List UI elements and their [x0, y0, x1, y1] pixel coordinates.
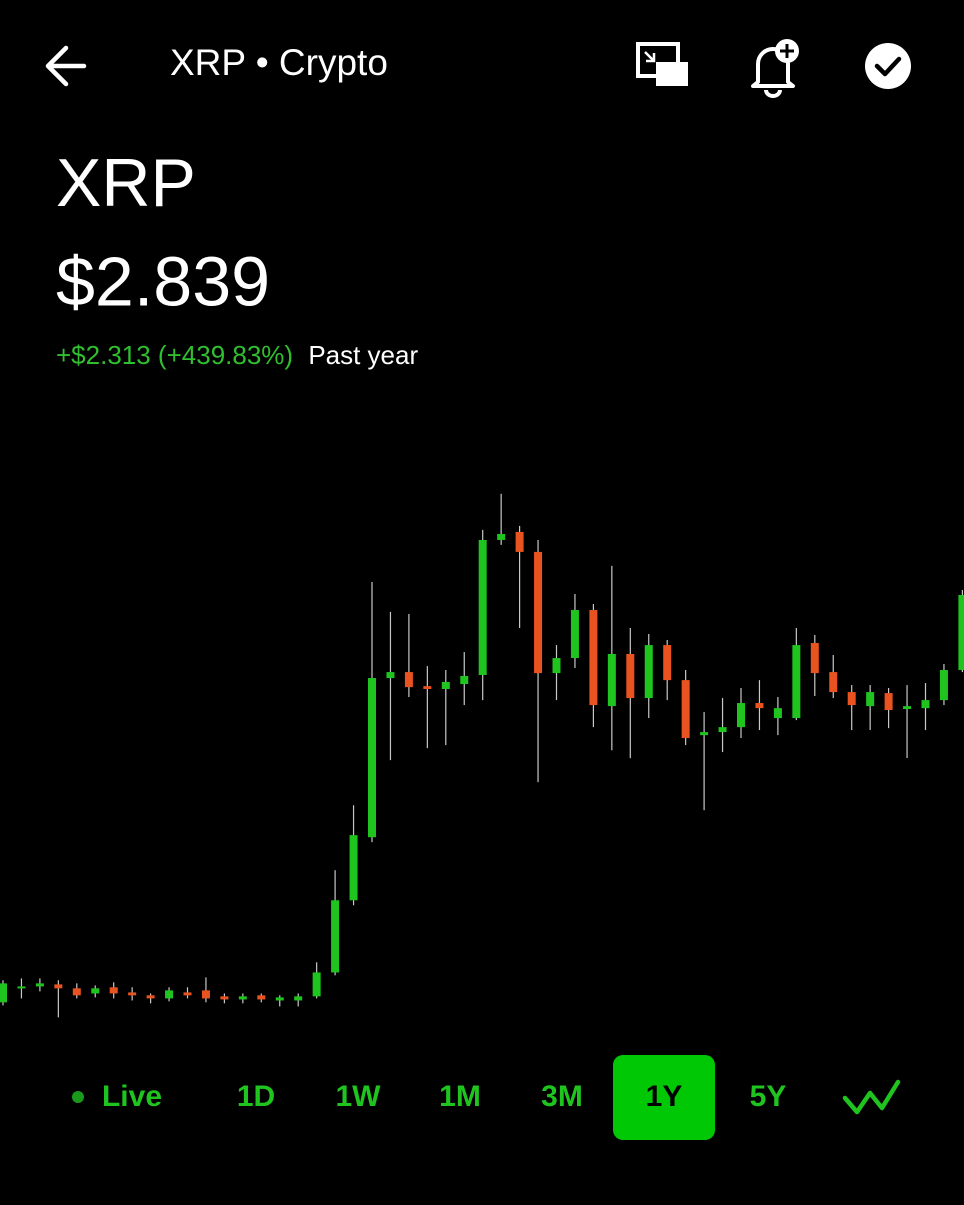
live-dot: [72, 1091, 84, 1103]
change-period: Past year: [308, 340, 418, 370]
candle-body: [810, 643, 819, 674]
candle-body: [644, 645, 653, 699]
candle-body: [257, 995, 266, 1000]
price-change-line: +$2.313 (+439.83%) Past year: [56, 340, 418, 370]
range-button[interactable]: 1Y: [646, 1080, 683, 1113]
candle-body: [368, 678, 376, 838]
candle-body: [72, 988, 81, 996]
candle-body: [201, 990, 210, 999]
candle-body: [570, 610, 579, 659]
candle-body: [866, 692, 875, 707]
candle-body: [0, 983, 7, 1003]
asset-name: XRP: [56, 145, 196, 221]
candle-body: [718, 727, 727, 733]
candle-body: [91, 988, 100, 994]
candle-body: [183, 992, 192, 996]
candle-body: [404, 672, 413, 688]
candle-body: [497, 533, 506, 540]
pip-button[interactable]: [636, 42, 688, 86]
candle-body: [165, 990, 174, 999]
candle-body: [478, 539, 487, 675]
header-title: XRP • Crypto: [170, 42, 388, 83]
candle-body: [884, 693, 893, 711]
candle-body: [681, 680, 690, 739]
candle-body: [35, 983, 44, 987]
candle-body: [54, 984, 63, 989]
candle-body: [939, 670, 948, 701]
candle-body: [386, 672, 395, 679]
candle-body: [903, 706, 912, 710]
candle-body: [607, 653, 616, 707]
candle-body: [349, 835, 358, 901]
range-button[interactable]: 1W: [336, 1080, 382, 1113]
candle-body: [663, 645, 672, 681]
watchlist-button[interactable]: [865, 43, 911, 89]
candle-body: [552, 658, 561, 674]
candle-body: [275, 997, 284, 1001]
candle-body: [700, 732, 709, 736]
candle-body: [755, 703, 764, 709]
range-button[interactable]: 3M: [541, 1080, 583, 1113]
candle-body: [958, 594, 964, 671]
range-button[interactable]: 5Y: [750, 1080, 787, 1113]
candle-body: [792, 645, 801, 719]
candle-body: [312, 972, 321, 997]
candle-body: [128, 992, 137, 996]
candle-body: [441, 681, 450, 690]
candlestick-chart: [0, 493, 964, 1018]
alert-button[interactable]: [751, 39, 799, 98]
range-selected-bg: [613, 1055, 715, 1140]
back-button[interactable]: [45, 45, 87, 87]
candle-body: [773, 708, 782, 719]
candle-body: [238, 996, 247, 1000]
candle-body: [847, 692, 856, 706]
candle-body: [737, 703, 745, 728]
candle-body: [294, 996, 303, 1001]
range-button[interactable]: Live: [102, 1080, 162, 1113]
candle-body: [17, 986, 26, 989]
candle-body: [146, 995, 155, 999]
range-button[interactable]: 1D: [237, 1080, 275, 1113]
candle-body: [460, 676, 469, 685]
candle-body: [423, 686, 432, 690]
candle-body: [589, 610, 598, 706]
asset-price: $2.839: [56, 242, 270, 320]
range-button[interactable]: 1M: [439, 1080, 481, 1113]
candle-body: [331, 900, 340, 973]
candle-body: [515, 531, 524, 552]
range-selector: Live 1D 1W 1M 3M 1Y 5Y: [72, 1055, 786, 1140]
candle-body: [921, 700, 930, 709]
candle-body: [534, 551, 543, 674]
candle-body: [829, 672, 838, 693]
price-change: +$2.313 (+439.83%): [56, 340, 293, 370]
candle-body: [626, 653, 635, 699]
chart-style-button[interactable]: [842, 1079, 901, 1115]
candle-body: [220, 996, 229, 1000]
candle-body: [109, 987, 118, 994]
